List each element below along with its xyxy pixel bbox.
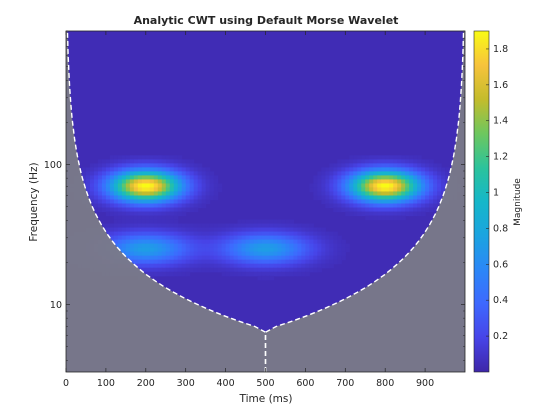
x-tick-label: 500 [256, 378, 274, 389]
y-tick-label: 10 [50, 300, 62, 311]
colorbar-tick-label: 1.6 [493, 80, 508, 91]
y-axis: 10 100 [44, 30, 465, 361]
y-tick-label: 100 [44, 160, 62, 171]
coi-right-boundary [264, 31, 465, 372]
x-tick-label: 0 [63, 378, 69, 389]
x-tick-label: 100 [97, 378, 115, 389]
colorbar-tick-label: 1 [493, 188, 499, 199]
coi-right-region [265, 31, 465, 372]
x-tick-label: 700 [336, 378, 354, 389]
cone-of-influence [66, 31, 465, 372]
y-axis-label: Frequency (Hz) [28, 162, 40, 241]
colorbar-tick-label: 0.4 [493, 295, 508, 306]
x-tick-label: 900 [416, 378, 434, 389]
colorbar-frame [473, 30, 490, 373]
x-tick-label: 400 [217, 378, 235, 389]
colorbar-tick-label: 1.2 [493, 152, 508, 163]
scalogram-heatmap [66, 31, 465, 372]
x-tick-label: 200 [137, 378, 155, 389]
x-tick-label: 800 [376, 378, 394, 389]
coi-left-boundary [66, 31, 267, 372]
x-axis: 0 100 200 300 400 500 600 700 800 900 [63, 31, 434, 389]
x-tick-label: 300 [177, 378, 195, 389]
colorbar-axis: 0.2 0.4 0.6 0.8 1 1.2 1.4 1.6 1.8 [486, 44, 508, 342]
colorbar-tick-label: 0.6 [493, 259, 508, 270]
colorbar [474, 31, 489, 372]
coi-left-region [66, 31, 266, 372]
colorbar-tick-label: 0.8 [493, 223, 508, 234]
x-tick-label: 600 [296, 378, 314, 389]
colorbar-tick-label: 1.8 [493, 44, 508, 55]
chart-title: Analytic CWT using Default Morse Wavelet [134, 14, 399, 27]
x-axis-label: Time (ms) [239, 393, 293, 405]
colorbar-label: Magnitude [513, 178, 523, 226]
colorbar-tick-label: 0.2 [493, 331, 508, 342]
colorbar-tick-label: 1.4 [493, 116, 508, 127]
